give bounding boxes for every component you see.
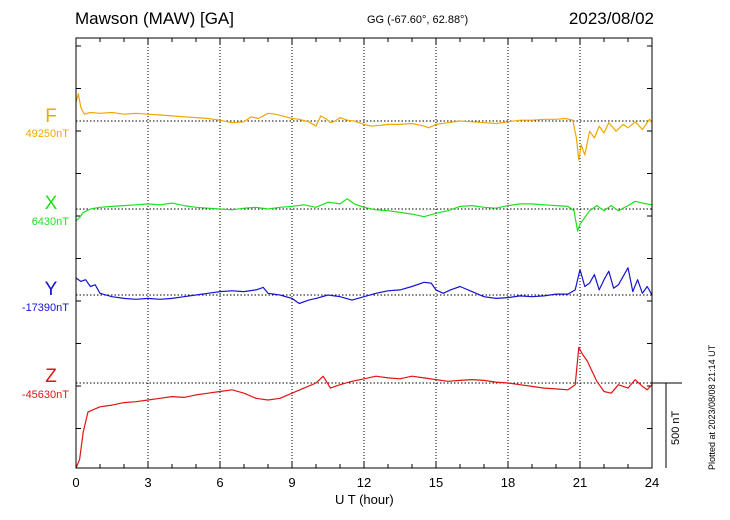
x-tick-label-12: 12 [357,475,371,490]
axis-ticks [75,38,653,468]
x-tick-labels: 0 3 6 9 12 15 18 21 24 [72,475,659,490]
component-label-y: Y [44,279,58,300]
geographic-coords: GG (-67.60°, 62.88°) [367,14,469,26]
grid-lines [147,38,581,468]
x-axis-label: U T (hour) [335,492,394,507]
scale-bar-label: 500 nT [670,410,682,445]
data-traces [75,93,653,469]
component-label-x: X [44,193,58,214]
plot-frame [75,37,653,469]
trace-y [75,267,653,305]
x-tick-label-6: 6 [216,475,223,490]
x-tick-label-24: 24 [645,475,659,490]
component-label-f: F [45,106,57,127]
baseline-lines [76,120,652,384]
baseline-value-x: 6430nT [31,216,69,228]
x-tick-label-0: 0 [72,475,79,490]
plotted-timestamp: Plotted at 2023/08/08 21:14 UT [707,344,717,470]
x-tick-label-15: 15 [429,475,443,490]
baseline-value-f: 49250nT [25,128,69,140]
trace-z [75,346,653,469]
x-tick-label-21: 21 [573,475,587,490]
scale-bar [652,382,682,468]
station-title: Mawson (MAW) [GA] [75,9,234,28]
x-tick-label-9: 9 [288,475,295,490]
trace-f [75,93,653,161]
baseline-value-y: -17390nT [21,302,69,314]
x-tick-label-3: 3 [144,475,151,490]
plot-date: 2023/08/02 [568,9,654,28]
x-tick-label-18: 18 [501,475,515,490]
baseline-value-z: -45630nT [21,389,69,401]
trace-x [75,198,653,232]
component-label-z: Z [45,366,57,387]
